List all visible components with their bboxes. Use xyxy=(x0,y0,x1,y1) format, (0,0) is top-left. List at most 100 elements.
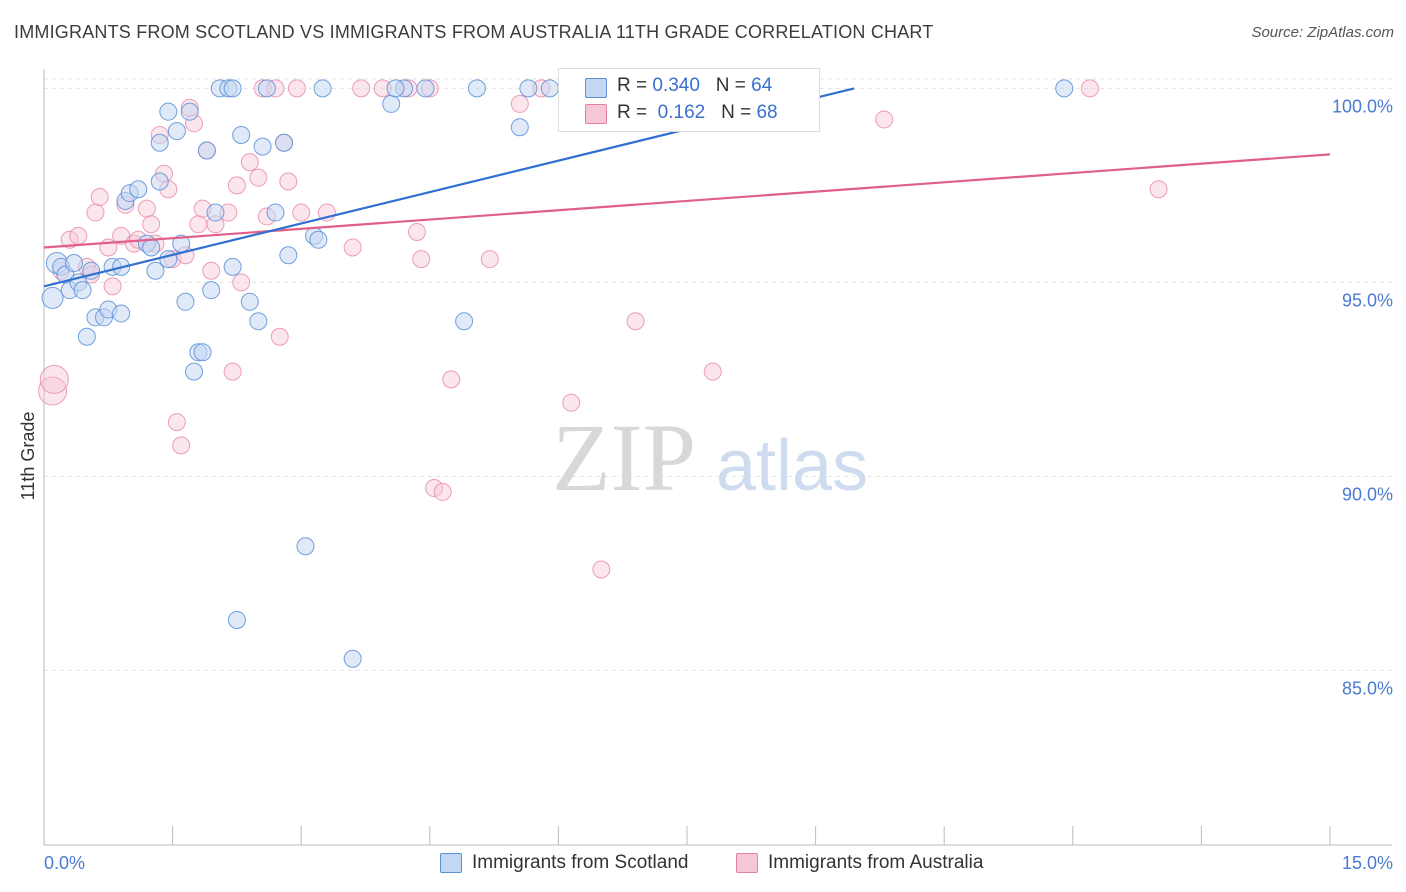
australia-point xyxy=(90,188,109,207)
y-tick-label: 85.0% xyxy=(1342,678,1393,698)
australia-point xyxy=(343,238,362,257)
scotland-point xyxy=(159,102,178,121)
scotland-point xyxy=(202,281,221,300)
scotland-point xyxy=(467,79,486,98)
scotland-point xyxy=(193,343,212,362)
australia-point xyxy=(442,370,461,389)
scotland-point xyxy=(455,312,474,331)
r-label: R = xyxy=(617,75,648,96)
australia-point xyxy=(425,479,444,498)
y-tick-label: 95.0% xyxy=(1342,290,1393,310)
australia-point xyxy=(352,79,371,98)
scotland-point xyxy=(309,230,328,249)
australia-point xyxy=(39,364,69,394)
scotland-point xyxy=(257,79,276,98)
scotland-point xyxy=(146,261,165,280)
chart-title: IMMIGRANTS FROM SCOTLAND VS IMMIGRANTS F… xyxy=(14,22,934,42)
scotland-point xyxy=(275,133,294,152)
australia-point xyxy=(287,79,306,98)
scotland-point xyxy=(510,118,529,137)
australia-stats: R = 0.162 N = 68 xyxy=(617,102,778,126)
scotland-point xyxy=(65,254,84,272)
australia-swatch xyxy=(585,104,607,124)
australia-point xyxy=(1080,79,1099,98)
scotland-point xyxy=(416,79,435,98)
r-label: R = xyxy=(617,102,648,123)
australia-point xyxy=(592,560,611,579)
scotland-point xyxy=(142,238,161,257)
scotland-point xyxy=(180,102,199,121)
scotland-point xyxy=(343,649,362,668)
scotland-swatch xyxy=(585,78,607,98)
australia-legend-label: Immigrants from Australia xyxy=(768,852,984,873)
axis-labels: 85.0% 90.0% 95.0% 100.0% 0.0% 15.0% 11th Grade xyxy=(18,96,1393,873)
n-label: N = xyxy=(715,75,746,96)
y-tick-label: 90.0% xyxy=(1342,484,1393,504)
scotland-legend-swatch xyxy=(440,853,462,873)
scotland-point xyxy=(279,246,298,265)
scotland-stats: R = 0.340 N = 64 xyxy=(617,75,772,99)
scotland-point xyxy=(382,94,401,113)
x-tick-label-max: 15.0% xyxy=(1342,853,1393,873)
scotland-n-value: 64 xyxy=(751,75,773,96)
watermark-atlas: atlas xyxy=(716,426,868,506)
x-tick-label-min: 0.0% xyxy=(44,853,85,873)
scotland-point xyxy=(185,362,204,381)
australia-point xyxy=(240,153,259,172)
scotland-points xyxy=(41,79,1074,668)
australia-point xyxy=(223,362,242,381)
y-axis-label: 11th Grade xyxy=(18,412,38,501)
scotland-point xyxy=(386,79,405,98)
scotland-point xyxy=(206,203,225,222)
scotland-point xyxy=(77,327,96,346)
scotland-point xyxy=(112,304,131,323)
australia-point xyxy=(69,226,88,245)
scotland-point xyxy=(176,292,195,311)
scotland-r-value: 0.340 xyxy=(652,75,700,96)
australia-point xyxy=(103,277,122,296)
scotland-legend-label: Immigrants from Scotland xyxy=(472,852,689,873)
scotland-point xyxy=(253,137,272,156)
australia-point xyxy=(86,203,105,222)
australia-n-value: 68 xyxy=(756,102,778,123)
scotland-point xyxy=(159,250,178,269)
scotland-point xyxy=(150,172,169,191)
australia-point xyxy=(626,312,645,331)
australia-point xyxy=(875,110,894,129)
australia-point xyxy=(172,436,191,455)
scotland-point xyxy=(223,257,242,276)
scotland-point xyxy=(227,610,246,629)
australia-point xyxy=(167,413,186,432)
y-tick-label: 100.0% xyxy=(1332,96,1393,116)
axes xyxy=(43,69,1392,846)
stats-legend: R = 0.340 N = 64 R = 0.162 N = 68 xyxy=(558,68,820,132)
scotland-point xyxy=(129,180,148,199)
australia-point xyxy=(270,327,289,346)
australia-point xyxy=(249,168,268,187)
australia-point xyxy=(60,230,79,249)
scotland-point xyxy=(41,286,64,309)
australia-point xyxy=(510,94,529,113)
scotland-point xyxy=(232,125,251,144)
australia-point xyxy=(562,393,581,412)
scotland-point xyxy=(540,79,559,98)
scotland-point xyxy=(296,537,315,556)
scotland-point xyxy=(240,292,259,311)
n-label: N = xyxy=(721,102,752,123)
australia-point xyxy=(412,250,431,269)
australia-point xyxy=(279,172,298,191)
australia-point xyxy=(1149,180,1168,199)
australia-r-value: 0.162 xyxy=(657,102,706,123)
australia-point xyxy=(232,273,251,292)
australia-point xyxy=(703,362,722,381)
watermark: ZIP atlas xyxy=(552,404,868,511)
australia-point xyxy=(407,222,426,241)
scotland-point xyxy=(313,79,332,98)
scotland-point xyxy=(150,133,169,152)
scotland-point xyxy=(167,122,186,141)
scotland-point xyxy=(249,312,268,331)
scotland-point xyxy=(266,203,285,222)
australia-point xyxy=(142,215,161,234)
watermark-zip: ZIP xyxy=(552,404,696,511)
